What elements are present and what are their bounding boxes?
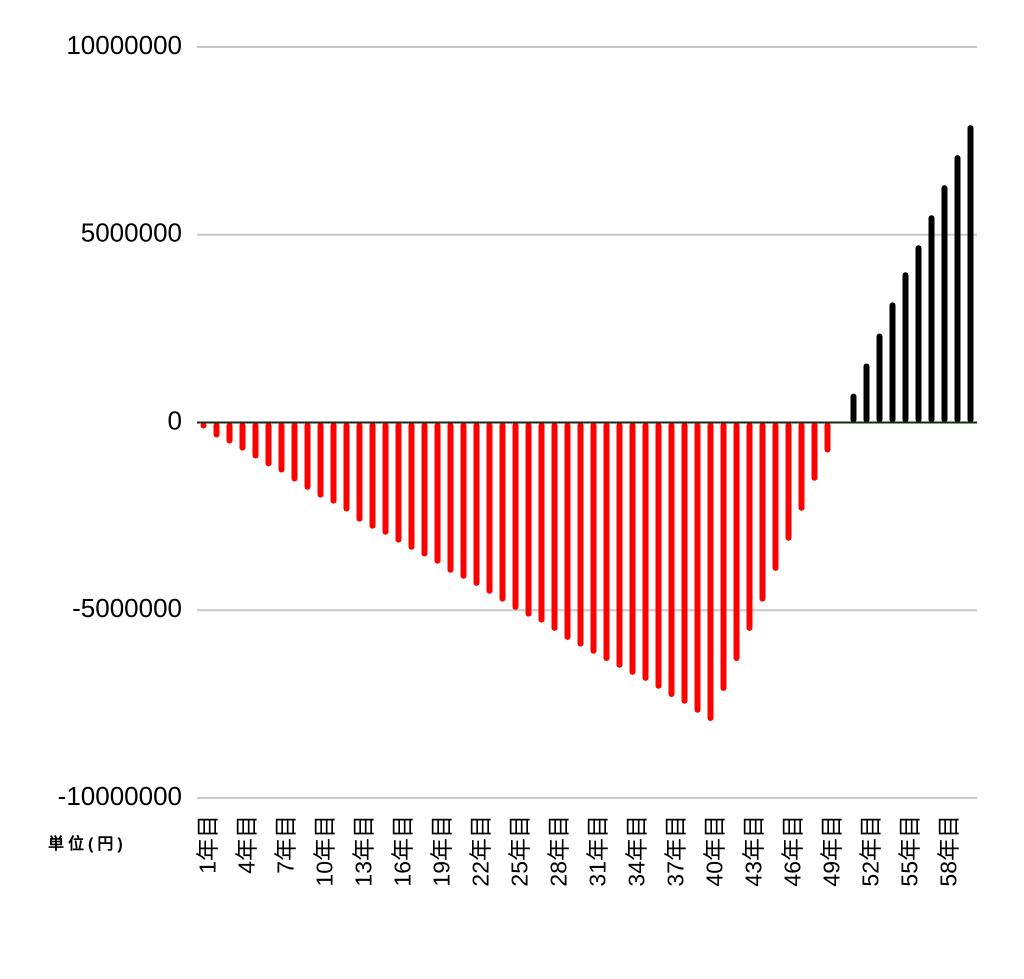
bar xyxy=(694,422,701,713)
x-tick-label: 4年目 xyxy=(234,815,260,874)
bar xyxy=(473,422,480,586)
x-tick-label: 22年目 xyxy=(468,815,494,887)
x-tick-label: 10年目 xyxy=(312,815,338,887)
x-tick-label: 28年目 xyxy=(546,815,572,887)
bar xyxy=(798,422,805,511)
x-tick-label: 52年目 xyxy=(858,815,884,887)
bar xyxy=(928,215,935,423)
bar xyxy=(681,422,688,704)
bar xyxy=(421,422,428,557)
bar xyxy=(499,422,506,602)
bar xyxy=(343,422,350,512)
x-tick-label: 40年目 xyxy=(702,815,728,887)
bar xyxy=(850,393,857,423)
bar xyxy=(512,422,519,610)
bar xyxy=(304,422,311,490)
bar xyxy=(941,185,948,423)
x-tick-label: 34年目 xyxy=(624,815,650,887)
bar xyxy=(369,422,376,529)
bar xyxy=(564,422,571,640)
x-tick-label: 46年目 xyxy=(780,815,806,887)
bar xyxy=(278,422,285,473)
x-tick-label: 49年目 xyxy=(819,815,845,887)
x-tick-label: 13年目 xyxy=(351,815,377,887)
bar xyxy=(759,422,766,602)
bar xyxy=(551,422,558,631)
bar xyxy=(434,422,441,564)
bar xyxy=(200,422,207,429)
bar xyxy=(486,422,493,594)
bar xyxy=(460,422,467,579)
bar xyxy=(668,422,675,697)
bar xyxy=(746,422,753,631)
bar xyxy=(772,422,779,571)
bar xyxy=(967,125,974,423)
bar xyxy=(902,272,909,423)
x-tick-label: 37年目 xyxy=(663,815,689,887)
bar xyxy=(655,422,662,689)
bar xyxy=(785,422,792,541)
bar xyxy=(330,422,337,504)
bar xyxy=(252,422,259,459)
y-tick-label: -5000000 xyxy=(72,593,182,623)
x-tick-label: 16年目 xyxy=(390,815,416,887)
bar xyxy=(382,422,389,535)
bar xyxy=(954,155,961,423)
x-tick-label: 1年目 xyxy=(195,815,221,874)
bar xyxy=(616,422,623,668)
x-tick-label: 58年目 xyxy=(936,815,962,887)
bar xyxy=(291,422,298,482)
bar xyxy=(889,302,896,423)
bar xyxy=(213,422,220,438)
bar xyxy=(408,422,415,550)
bar xyxy=(239,422,246,451)
bar xyxy=(629,422,636,675)
y-tick-label: 5000000 xyxy=(81,218,182,248)
unit-label: 単位(円) xyxy=(48,834,127,853)
x-tick-label: 25年目 xyxy=(507,815,533,887)
bar xyxy=(538,422,545,623)
bar xyxy=(720,422,727,691)
x-tick-label: 19年目 xyxy=(429,815,455,887)
bar xyxy=(733,422,740,661)
y-tick-label: 10000000 xyxy=(66,30,182,60)
bar xyxy=(317,422,324,498)
bar xyxy=(707,422,714,722)
bar xyxy=(603,422,610,661)
bar xyxy=(590,422,597,654)
y-tick-label: 0 xyxy=(168,405,182,435)
x-tick-label: 7年目 xyxy=(273,815,299,874)
bar xyxy=(863,363,870,423)
bar xyxy=(915,245,922,423)
bar xyxy=(356,422,363,522)
bar xyxy=(876,333,883,423)
x-tick-label: 31年目 xyxy=(585,815,611,887)
y-tick-label: -10000000 xyxy=(58,781,182,811)
bar xyxy=(265,422,272,467)
bar xyxy=(447,422,454,573)
bar xyxy=(525,422,532,617)
bar xyxy=(395,422,402,543)
x-tick-label: 55年目 xyxy=(897,815,923,887)
bar xyxy=(577,422,584,647)
x-tick-label: 43年目 xyxy=(741,815,767,887)
bar xyxy=(642,422,649,681)
bar xyxy=(811,422,818,481)
bar xyxy=(226,422,233,444)
bar xyxy=(824,422,831,453)
